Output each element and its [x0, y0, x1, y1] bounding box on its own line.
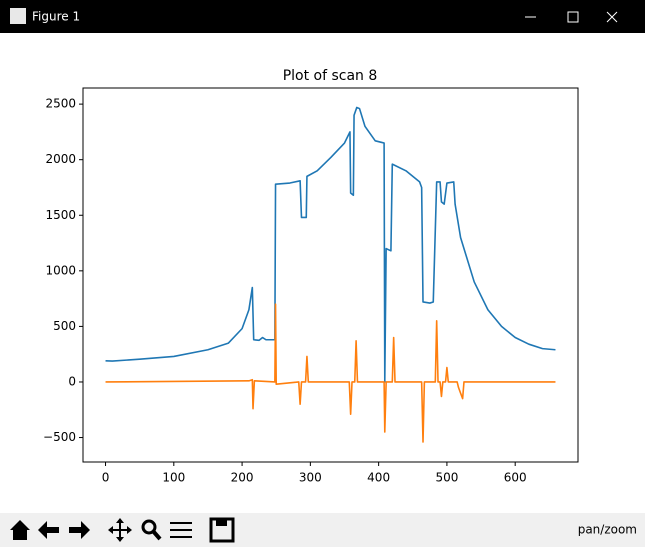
x-tick-label: 200 [231, 471, 254, 485]
maximize-button[interactable] [567, 11, 579, 23]
close-button[interactable] [606, 11, 618, 23]
zoom-button[interactable] [141, 519, 157, 535]
data-line [105, 303, 556, 443]
pan-button[interactable] [108, 518, 132, 542]
y-tick-label: −500 [43, 430, 76, 444]
toolbar-buttons [10, 517, 235, 543]
home-button[interactable] [10, 520, 30, 540]
x-tick-label: 300 [299, 471, 322, 485]
window-title: Figure 1 [32, 10, 80, 24]
x-tick-label: 500 [435, 471, 458, 485]
data-line [105, 106, 556, 383]
y-tick-label: 500 [53, 319, 76, 333]
y-tick-label: 2000 [45, 152, 76, 166]
configure-button[interactable] [170, 522, 192, 538]
status-text: pan/zoom [578, 523, 637, 537]
x-tick-label: 100 [162, 471, 185, 485]
chart-title: Plot of scan 8 [283, 68, 378, 84]
save-button[interactable] [209, 517, 235, 543]
forward-button[interactable] [69, 521, 90, 539]
x-tick-label: 400 [367, 471, 390, 485]
y-tick-label: 0 [68, 374, 76, 388]
y-tick-label: 1500 [45, 208, 76, 222]
y-tick-label: 1000 [45, 263, 76, 277]
title-bar [0, 0, 645, 33]
axes-frame [82, 87, 579, 463]
back-button[interactable] [38, 521, 59, 539]
x-tick-label: 0 [102, 471, 110, 485]
app-icon [10, 8, 26, 24]
toolbar [0, 513, 645, 547]
save-icon-part [216, 520, 227, 526]
y-tick-label: 2500 [45, 97, 76, 111]
zoom-handle [151, 529, 162, 541]
x-tick-label: 600 [504, 471, 527, 485]
